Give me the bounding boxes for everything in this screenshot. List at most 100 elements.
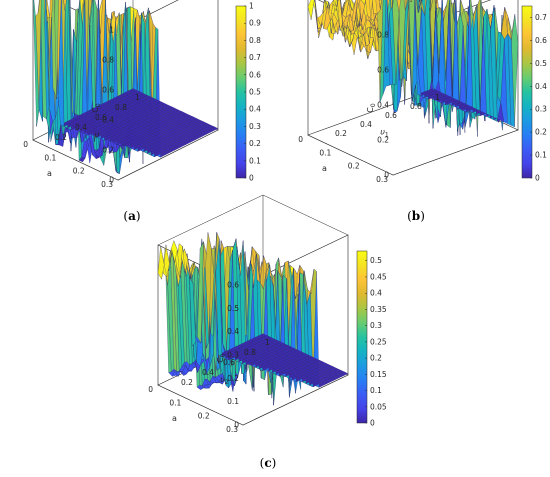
surface-patch bbox=[414, 0, 418, 66]
z-tick-label: 0.2 bbox=[102, 146, 114, 155]
y-axis-label-sub: 2 bbox=[225, 379, 229, 386]
y-tick-label: 0.4 bbox=[360, 120, 372, 129]
x-tick-label: 0.2 bbox=[73, 167, 85, 176]
caption-letter: c bbox=[264, 456, 271, 470]
y-tick-label: 0.8 bbox=[244, 348, 256, 357]
x-tick-label: 0.1 bbox=[44, 153, 56, 162]
caption-paren: ( bbox=[407, 209, 412, 223]
surface-patch bbox=[50, 0, 57, 99]
colorbar-tick-label: 0.3 bbox=[249, 122, 261, 131]
z-tick-label: 0.2 bbox=[377, 136, 389, 145]
colorbar-tick-label: 0.5 bbox=[535, 59, 547, 68]
surface bbox=[307, 0, 519, 137]
z-axis-label-sub: 0 bbox=[95, 103, 102, 107]
colorbar-tick-label: 0.7 bbox=[535, 13, 547, 22]
colorbar bbox=[356, 250, 368, 424]
z-tick-label: 0.4 bbox=[227, 327, 239, 336]
caption-letter: a bbox=[128, 209, 136, 223]
x-tick-label: 0.3 bbox=[226, 425, 238, 434]
colorbar-tick-label: 0.45 bbox=[370, 272, 387, 281]
y-tick-label: 0.6 bbox=[385, 111, 397, 120]
colorbar-tick-label: 0.1 bbox=[370, 386, 382, 395]
colorbar-tick-label: 0.9 bbox=[249, 19, 261, 28]
caption-a: (a) bbox=[123, 209, 140, 223]
caption-letter: b bbox=[412, 209, 420, 223]
surface-plot-c: 00.10.20.30.40.50.600.10.20.30.20.40.60.… bbox=[148, 194, 387, 470]
x-tick-label: 0.2 bbox=[348, 162, 360, 171]
z-tick-label: 0.4 bbox=[102, 116, 114, 125]
surface-plot-a: 00.20.40.60.8100.10.20.30.20.40.60.81C0a… bbox=[23, 0, 261, 223]
z-axis-label: C0 bbox=[366, 103, 377, 113]
colorbar-tick-label: 0.6 bbox=[535, 36, 547, 45]
y-tick-label: 0.6 bbox=[223, 358, 235, 367]
x-tick-label: 0 bbox=[23, 140, 28, 149]
y-tick-label: 0.6 bbox=[95, 113, 107, 122]
surface-patch bbox=[307, 0, 315, 20]
z-axis-label-sub: 0 bbox=[370, 103, 377, 107]
z-tick-label: 0.6 bbox=[227, 281, 239, 290]
surface-patch bbox=[396, 0, 401, 14]
z-tick-label: 0.3 bbox=[227, 351, 239, 360]
colorbar-tick-label: 0.7 bbox=[249, 53, 261, 62]
x-tick-label: 0.1 bbox=[169, 398, 181, 407]
box-edge bbox=[157, 194, 264, 246]
z-tick-label: 0.4 bbox=[377, 101, 389, 110]
x-axis-label: a bbox=[322, 164, 327, 173]
z-axis-label: C0 bbox=[91, 103, 102, 113]
y-tick-label: 1 bbox=[265, 338, 270, 347]
colorbar-tick-label: 0.1 bbox=[535, 151, 547, 160]
colorbar-tick-label: 0.05 bbox=[370, 402, 387, 411]
surface-patch bbox=[411, 0, 419, 14]
colorbar-tick-label: 0 bbox=[249, 174, 254, 183]
x-tick-label: 0 bbox=[298, 135, 303, 144]
z-tick-label: 0.1 bbox=[227, 397, 239, 406]
z-tick-label: 0.5 bbox=[227, 304, 239, 313]
surface-patch bbox=[33, 0, 40, 127]
y-tick-label: 0.4 bbox=[75, 123, 87, 132]
surface-patch bbox=[365, 0, 372, 19]
caption-b: (b) bbox=[407, 209, 425, 223]
surface-patch bbox=[398, 0, 406, 87]
surface bbox=[157, 232, 349, 406]
colorbar-tick-label: 0.15 bbox=[370, 370, 387, 379]
x-axis-label: a bbox=[172, 414, 177, 423]
colorbar-tick-label: 0 bbox=[370, 419, 375, 428]
x-tick-label: 0 bbox=[148, 385, 153, 394]
colorbar-tick-label: 0.5 bbox=[249, 88, 261, 97]
colorbar-tick-label: 0.4 bbox=[249, 105, 261, 114]
y-axis-label: υ2 bbox=[220, 375, 229, 386]
x-tick-label: 0.1 bbox=[319, 148, 331, 157]
colorbar-tick-label: 0.2 bbox=[249, 139, 261, 148]
surface-plot-b: 00.20.40.60.800.10.20.30.20.40.60.81C0aυ… bbox=[298, 0, 547, 223]
colorbar bbox=[521, 5, 533, 179]
z-axis-label-sub: 0 bbox=[220, 353, 227, 357]
x-tick-label: 0.2 bbox=[198, 412, 210, 421]
z-axis-label: C0 bbox=[216, 353, 227, 363]
caption-paren: ) bbox=[420, 209, 425, 223]
surface-patch bbox=[394, 0, 401, 81]
z-tick-label: 0 bbox=[234, 421, 239, 430]
y-tick-label: 0.8 bbox=[410, 102, 422, 111]
surface-patch bbox=[377, 0, 384, 103]
x-tick-label: 0.3 bbox=[101, 180, 113, 189]
colorbar-tick-label: 1 bbox=[249, 2, 254, 11]
x-axis-label: a bbox=[47, 169, 52, 178]
colorbar-tick-label: 0.8 bbox=[249, 36, 261, 45]
caption-paren: ) bbox=[272, 456, 277, 470]
surface-patch bbox=[372, 0, 378, 15]
colorbar-tick-label: 0.25 bbox=[370, 337, 387, 346]
caption-paren: ) bbox=[136, 209, 141, 223]
x-tick-label: 0.3 bbox=[376, 175, 388, 184]
colorbar-tick-label: 0.2 bbox=[535, 128, 547, 137]
box-edge bbox=[262, 194, 349, 236]
y-axis-label: υ1 bbox=[380, 128, 389, 139]
surface bbox=[33, 0, 219, 174]
z-tick-label: 0 bbox=[109, 176, 114, 185]
z-tick-label: 1 bbox=[109, 26, 114, 35]
z-tick-label: 0 bbox=[384, 171, 389, 180]
colorbar-tick-label: 0.2 bbox=[370, 354, 382, 363]
z-tick-label: 0.8 bbox=[102, 56, 114, 65]
surface-patch bbox=[40, 0, 47, 120]
z-tick-label: 0.8 bbox=[377, 31, 389, 40]
